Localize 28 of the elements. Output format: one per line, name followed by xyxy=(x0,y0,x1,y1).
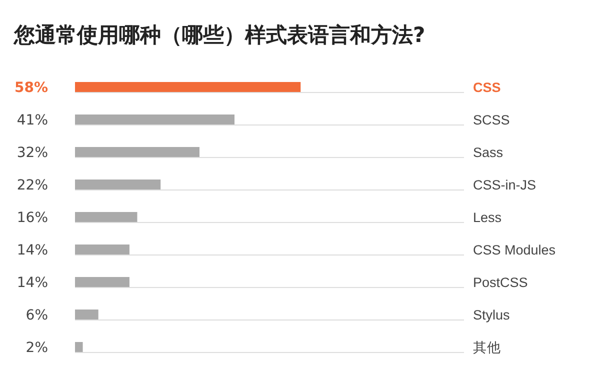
y-tick-label: Less xyxy=(473,210,502,225)
bar xyxy=(75,310,98,320)
y-tick-label: CSS-in-JS xyxy=(473,178,536,192)
bar xyxy=(75,114,234,124)
data-label: 6% xyxy=(26,308,48,324)
y-tick-label: Stylus xyxy=(473,308,510,322)
y-tick-label: CSS Modules xyxy=(473,242,556,258)
bar xyxy=(75,212,138,222)
y-tick-label: Sass xyxy=(473,145,504,160)
bar xyxy=(75,180,161,190)
chart-title: 您通常使用哪种（哪些）样式表语言和方法? xyxy=(13,23,426,47)
bar xyxy=(75,82,301,92)
y-tick-label: 其他 xyxy=(473,340,501,355)
data-label: 14% xyxy=(16,275,48,291)
data-label: 32% xyxy=(16,145,48,161)
bar xyxy=(75,342,83,352)
bar xyxy=(75,277,130,287)
y-tick-label: SCSS xyxy=(473,112,510,128)
data-label: 16% xyxy=(16,210,48,226)
data-label: 14% xyxy=(16,242,48,258)
y-tick-label: PostCSS xyxy=(473,275,528,290)
bar xyxy=(75,244,130,254)
data-label: 58% xyxy=(14,80,48,96)
data-label: 41% xyxy=(16,112,48,128)
y-tick-label: CSS xyxy=(473,80,501,95)
data-label: 22% xyxy=(16,178,48,194)
data-label: 2% xyxy=(26,340,48,356)
bar xyxy=(75,147,200,157)
